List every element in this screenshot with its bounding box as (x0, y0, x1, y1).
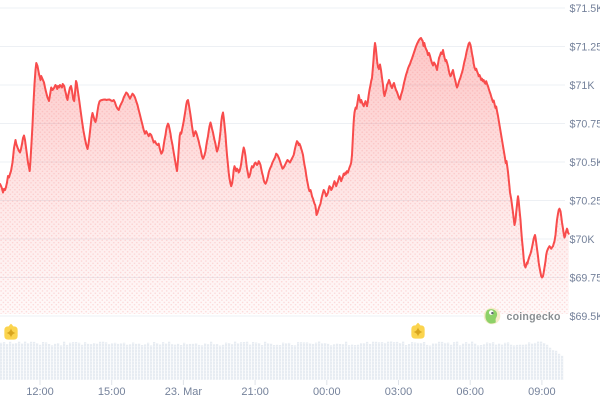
svg-text:$69.5K: $69.5K (570, 311, 600, 323)
svg-text:06:00: 06:00 (456, 386, 484, 398)
svg-text:15:00: 15:00 (98, 386, 126, 398)
svg-text:00:00: 00:00 (313, 386, 341, 398)
svg-text:$71.5K: $71.5K (570, 3, 600, 15)
svg-text:$70.25K: $70.25K (570, 196, 600, 208)
svg-text:$70K: $70K (570, 234, 596, 246)
svg-text:$70.5K: $70.5K (570, 157, 600, 169)
svg-text:23. Mar: 23. Mar (165, 386, 203, 398)
svg-text:12:00: 12:00 (26, 386, 54, 398)
svg-text:$71K: $71K (570, 80, 596, 92)
svg-text:coingecko: coingecko (507, 311, 562, 323)
svg-text:03:00: 03:00 (385, 386, 413, 398)
svg-text:09:00: 09:00 (528, 386, 556, 398)
svg-text:$71.25K: $71.25K (570, 42, 600, 54)
svg-text:$70.75K: $70.75K (570, 119, 600, 131)
svg-text:$69.75K: $69.75K (570, 273, 600, 285)
svg-text:21:00: 21:00 (241, 386, 269, 398)
